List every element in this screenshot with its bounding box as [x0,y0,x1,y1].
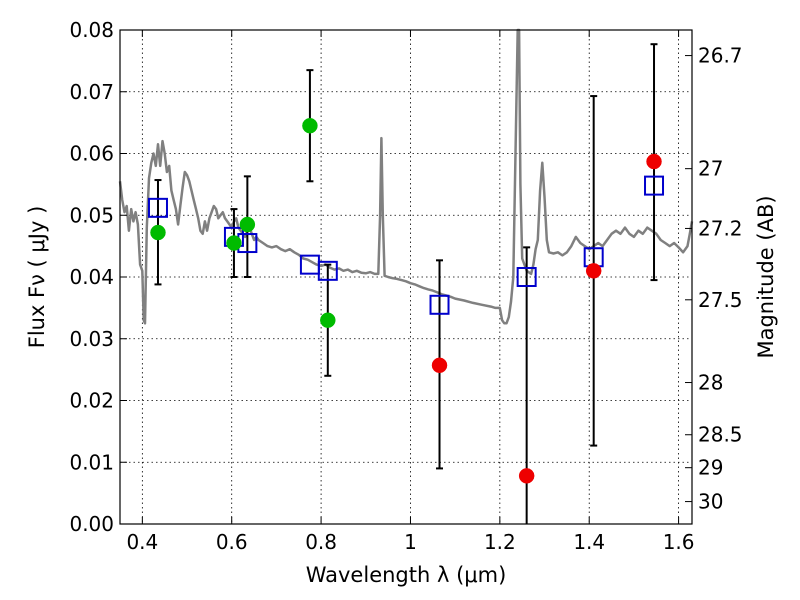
right-tick-label-1: 27 [698,157,723,181]
y-tick-label-1: 0.01 [69,450,114,474]
right-tick-label-7: 30 [698,490,723,514]
detections-point-0 [150,224,166,241]
grid [120,30,692,524]
right-tick-label-2: 27.2 [698,216,743,240]
x-tick-label-5: 1.4 [573,530,605,554]
model-point-5 [429,294,450,315]
y-tick-label-4: 0.04 [69,265,114,289]
upper_limits-point-0 [431,357,448,374]
y-tick-label-7: 0.07 [69,80,114,104]
model-spectrum-line [118,28,694,325]
y-tick-label-5: 0.05 [69,203,114,227]
model-spectrum [118,28,694,325]
model-point-6 [516,267,537,287]
y-axis-ticks: 0.00 0.01 0.02 0.03 0.04 0.05 0.06 0.07 0.08 [69,18,127,536]
model-point-4 [317,260,338,281]
right-axis-label: Magnitude (AB) [754,195,778,358]
right-tick-label-6: 29 [698,456,723,480]
observed-points [150,117,662,484]
y-tick-label-6: 0.06 [69,142,114,166]
x-tick-label-3: 1 [404,530,417,554]
detections-point-4 [320,312,336,328]
model-point-8 [644,175,665,196]
detections-point-1 [226,235,242,251]
x-axis-label: Wavelength λ (μm) [306,563,507,587]
y-tick-label-0: 0.00 [69,512,114,536]
model-point-0 [147,197,168,218]
y-axis-label: Flux Fν ( μJy ) [25,206,49,349]
error-bars [154,43,658,524]
right-axis-ticks: 26.7 27 27.2 27.5 28 28.5 29 30 [685,44,743,514]
right-tick-label-5: 28.5 [698,423,743,447]
x-tick-label-4: 1.2 [484,530,516,554]
x-tick-label-6: 1.6 [663,530,695,554]
right-tick-label-4: 28 [698,371,723,395]
right-tick-label-3: 27.5 [698,288,743,312]
upper_limits-point-2 [585,263,602,279]
x-tick-label-1: 0.6 [216,530,248,554]
x-axis-ticks: 0.4 0.6 0.8 1 1.2 1.4 1.6 [126,30,695,554]
x-tick-label-2: 0.8 [305,530,337,554]
x-tick-label-0: 0.4 [126,530,158,554]
model-photometry-points [147,175,665,315]
y-tick-label-8: 0.08 [69,18,114,42]
detections-point-3 [302,117,318,134]
y-tick-label-2: 0.02 [69,389,114,413]
upper_limits-point-3 [646,153,662,170]
right-tick-label-0: 26.7 [698,44,743,68]
detections-point-2 [239,216,256,233]
upper_limits-point-1 [518,468,535,484]
y-tick-label-3: 0.03 [69,327,114,351]
